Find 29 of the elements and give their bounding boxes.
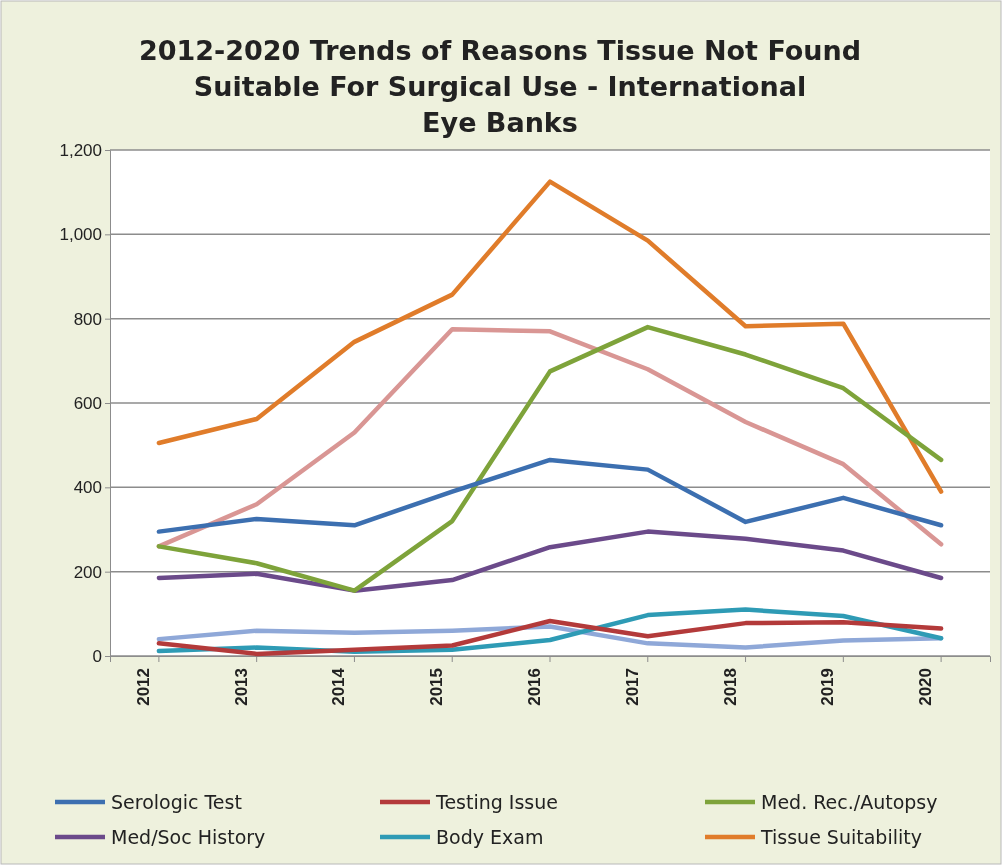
y-tick-label: 800 — [73, 309, 102, 329]
x-tick-label: 2014 — [329, 667, 349, 706]
x-tick-label: 2015 — [427, 668, 447, 706]
x-tick-label: 2020 — [916, 668, 936, 706]
x-tick-label: 2013 — [231, 668, 251, 706]
line-series — [156, 624, 944, 650]
line-series — [156, 324, 944, 593]
x-tick-label: 2016 — [525, 668, 544, 706]
y-tick-label: 600 — [73, 393, 102, 413]
y-tick-label: 200 — [73, 562, 102, 582]
y-tick-label: 0 — [92, 646, 102, 666]
x-tick-label: 2012 — [133, 668, 153, 706]
y-tick-label: 1,200 — [59, 140, 102, 160]
line-series — [156, 457, 944, 534]
legend-label: Body Exam — [436, 826, 544, 848]
x-tick-label: 2017 — [622, 668, 642, 706]
y-tick-label: 400 — [73, 478, 102, 498]
line-series — [156, 529, 944, 593]
legend-label: Testing Issue — [435, 791, 558, 813]
x-tick-label: 2018 — [720, 668, 740, 706]
legend-label: Med/Soc History — [111, 826, 266, 848]
legend-label: Tissue Suitability — [760, 826, 922, 848]
x-tick-label: 2019 — [818, 668, 838, 706]
chart-title: 2012-2020 Trends of Reasons Tissue Not Found Suitable For Surgical Use - International Eye Banks — [138, 35, 862, 138]
line-series — [156, 618, 944, 657]
legend-label: Serologic Test — [111, 791, 242, 813]
legend-label: Med. Rec./Autopsy — [761, 791, 938, 813]
line-series — [156, 179, 944, 494]
y-tick-label: 1,000 — [59, 225, 102, 245]
